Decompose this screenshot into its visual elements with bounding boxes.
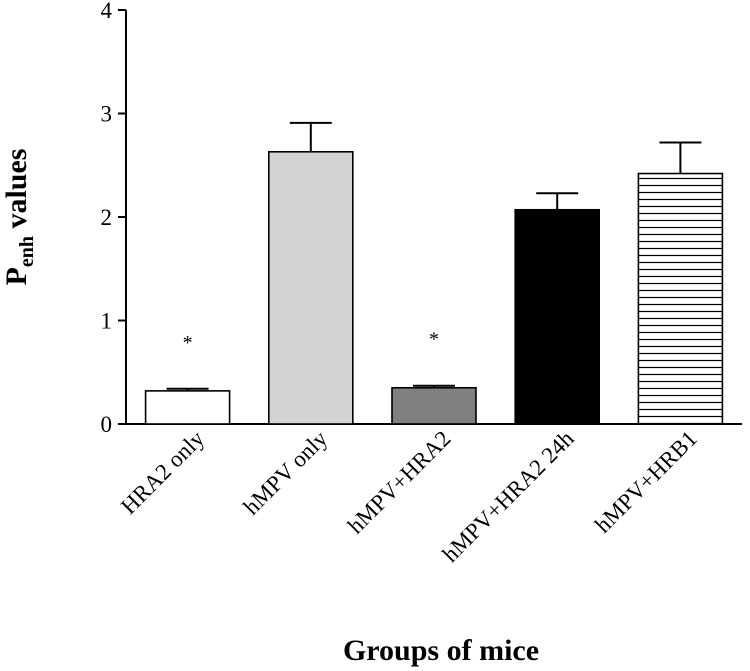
bar [144, 390, 231, 425]
bar [267, 150, 354, 425]
y-tick-label: 3 [101, 102, 113, 127]
bar [391, 386, 477, 425]
y-axis-title-subscript: enh [16, 236, 38, 267]
bars [144, 150, 724, 425]
annotations: * * [183, 329, 439, 354]
bar [637, 172, 724, 425]
y-ticks: 0 1 2 3 4 [101, 0, 126, 437]
significance-marker: * [429, 329, 439, 351]
significance-marker: * [183, 332, 193, 354]
bar [514, 208, 601, 425]
x-axis-title: Groups of mice [343, 634, 539, 667]
y-tick-label: 2 [101, 205, 113, 230]
x-tick-label: hMPV+HRB1 [590, 426, 702, 538]
y-axis-title: Penh values [0, 149, 38, 286]
y-tick-label: 4 [101, 0, 113, 23]
error-bars [166, 121, 702, 391]
y-axis-title-rest: values [0, 149, 33, 237]
y-tick-label: 1 [101, 309, 113, 334]
y-tick-label: 0 [101, 412, 113, 437]
x-tick-label: hMPV+HRA2 24h [438, 426, 580, 568]
x-tick-label: hMPV only [239, 426, 333, 520]
y-axis-title-main: P [0, 267, 33, 285]
x-tick-label: hMPV+HRA2 [343, 426, 456, 539]
x-tick-label: HRA2 only [116, 426, 209, 519]
